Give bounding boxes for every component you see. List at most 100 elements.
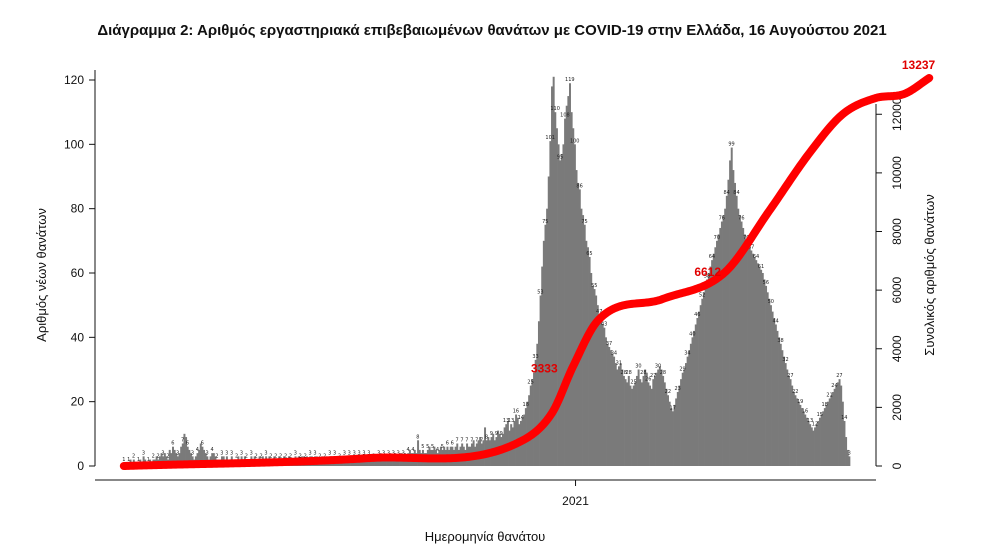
bar-value-label: 64 (753, 254, 759, 260)
bar (585, 240, 588, 466)
bar (758, 266, 761, 466)
bar (755, 260, 758, 466)
bar-value-label: 65 (586, 251, 592, 257)
bar-value-label: 3 (220, 450, 223, 456)
bar (201, 446, 204, 466)
bar-value-label: 28 (625, 370, 631, 376)
bar-value-label: 2 (279, 454, 282, 460)
bar-value-label: 3 (397, 450, 400, 456)
bar (760, 269, 763, 466)
bar-value-label: 8 (485, 434, 488, 440)
bar (685, 363, 687, 466)
bar (683, 369, 686, 466)
bar (812, 430, 815, 466)
bar (828, 398, 831, 466)
y-tick-label: 80 (71, 202, 85, 216)
bar (799, 404, 802, 466)
bar (773, 318, 776, 466)
bar-value-label: 3 (377, 450, 380, 456)
bar-value-label: 3 (343, 450, 346, 456)
bar-value-label: 53 (537, 290, 543, 296)
bar-value-label: 32 (782, 357, 788, 363)
bar-value-label: 2 (215, 454, 218, 460)
bars-layer (123, 76, 851, 467)
bar (709, 266, 712, 466)
bar-value-label: 3 (348, 450, 351, 456)
bar (546, 208, 549, 467)
bar-value-label: 7 (455, 437, 458, 443)
bar (698, 311, 701, 466)
bar (781, 350, 784, 466)
bar (606, 343, 609, 466)
bar-value-label: 16 (802, 409, 808, 415)
bar-value-label: 2 (166, 454, 169, 460)
bar (567, 96, 570, 466)
bar (740, 221, 743, 466)
bar-value-label: 4 (196, 447, 199, 453)
bar (838, 379, 841, 466)
bar (701, 298, 704, 466)
bar (175, 453, 178, 466)
bar (613, 356, 616, 466)
bar (639, 379, 642, 466)
bar (557, 144, 560, 466)
bar (670, 408, 673, 466)
bar (805, 417, 808, 466)
bar-value-label: 3 (206, 450, 209, 456)
axes-layer: Αριθμός νέων θανάτων Συνολικός αριθμός θ… (34, 70, 937, 544)
bar (843, 420, 846, 466)
bar (814, 427, 817, 466)
bar (199, 443, 202, 466)
bar (593, 289, 596, 466)
bar-value-label: 22 (792, 389, 798, 395)
bar (578, 189, 581, 466)
bar (724, 208, 727, 467)
bar-value-label: 22 (665, 389, 671, 395)
bar (660, 369, 663, 466)
bar-value-label: 2 (255, 454, 258, 460)
bar (681, 372, 684, 466)
bar (676, 392, 679, 466)
bar-value-label: 3 (161, 450, 164, 456)
bar-value-label: 18 (523, 402, 529, 408)
bar (791, 385, 794, 466)
bar-value-label: 2 (304, 454, 307, 460)
bar-value-label: 18 (821, 402, 827, 408)
bar (484, 427, 487, 466)
bar-value-label: 76 (719, 216, 725, 222)
bar (204, 453, 207, 466)
bar-value-label: 99 (728, 142, 734, 148)
bar (825, 404, 828, 466)
bar (765, 285, 768, 466)
bar (711, 260, 714, 466)
bar (601, 324, 604, 466)
bar (614, 363, 617, 466)
y2-tick-label: 2000 (890, 394, 904, 421)
bar (817, 420, 820, 466)
bar (198, 449, 201, 466)
bar (185, 437, 188, 466)
bar-value-label: 3 (362, 450, 365, 456)
y-tick-label: 60 (71, 266, 85, 280)
bar-value-label: 23 (674, 386, 680, 392)
bar-value-label: 3 (313, 450, 316, 456)
bar (635, 375, 638, 466)
bar-value-label: 46 (694, 312, 700, 318)
bar (384, 459, 387, 466)
y2-tick-label: 10000 (890, 156, 904, 190)
bar-value-label: 2 (284, 454, 287, 460)
bar (768, 298, 771, 466)
bar (655, 372, 658, 466)
cumulative-annotation: 6612 (694, 265, 721, 279)
bar (588, 256, 591, 466)
bar (743, 234, 746, 466)
bar-value-label: 61 (758, 264, 764, 270)
bar (789, 379, 792, 466)
y2-tick-label: 6000 (890, 276, 904, 303)
bar (694, 324, 697, 466)
bar (551, 86, 554, 467)
bar (142, 456, 145, 466)
bar (652, 379, 655, 466)
y-tick-label: 20 (71, 395, 85, 409)
